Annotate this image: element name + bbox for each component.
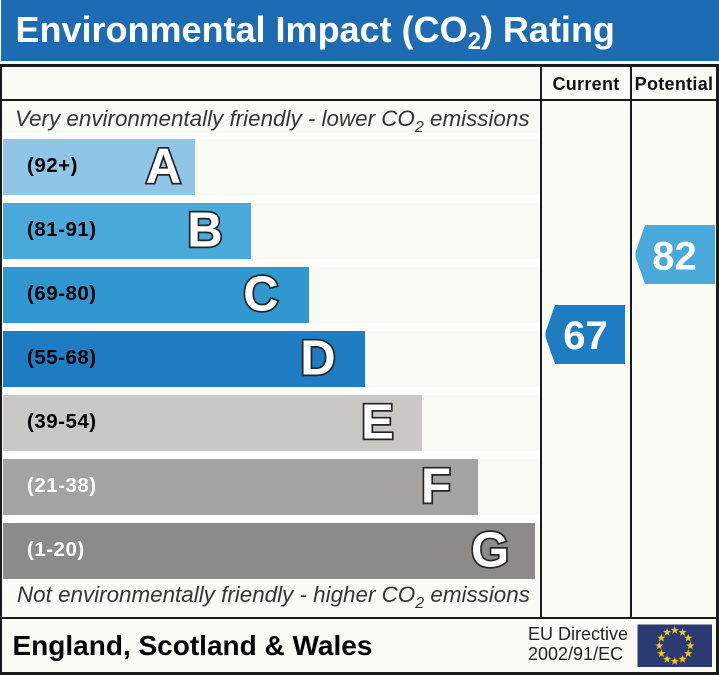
svg-text:B: B: [187, 203, 222, 257]
svg-text:F: F: [421, 459, 451, 513]
svg-text:E: E: [361, 395, 394, 449]
svg-text:G: G: [471, 523, 509, 577]
svg-text:A: A: [146, 139, 181, 193]
svg-text:D: D: [300, 331, 335, 385]
svg-text:C: C: [243, 267, 278, 321]
svg-text:82: 82: [652, 235, 697, 279]
svg-text:67: 67: [563, 314, 608, 358]
